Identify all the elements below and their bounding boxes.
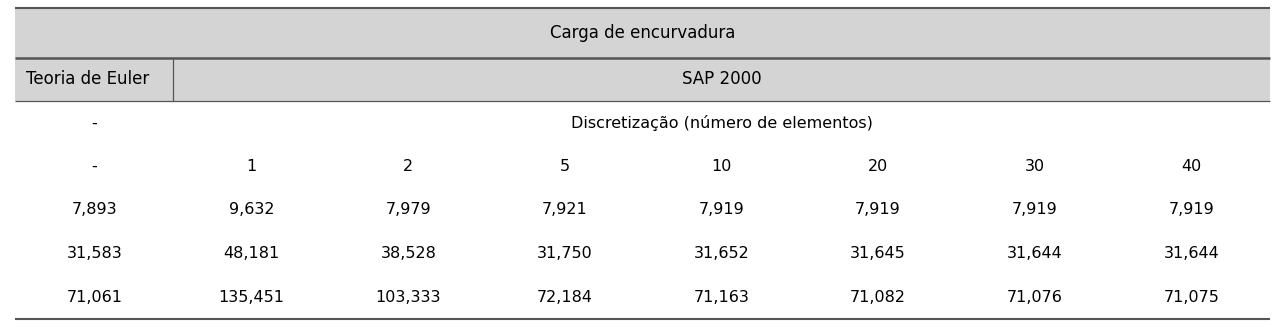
Text: 7,919: 7,919 xyxy=(1011,202,1058,217)
Text: 48,181: 48,181 xyxy=(224,246,280,261)
Text: 7,919: 7,919 xyxy=(699,202,744,217)
Text: 31,644: 31,644 xyxy=(1007,246,1063,261)
Text: 72,184: 72,184 xyxy=(537,290,592,305)
Bar xyxy=(15,101,1270,146)
Text: SAP 2000: SAP 2000 xyxy=(682,71,761,89)
Text: 30: 30 xyxy=(1024,159,1045,174)
Text: 38,528: 38,528 xyxy=(380,246,437,261)
Text: 7,919: 7,919 xyxy=(1168,202,1214,217)
Text: 2: 2 xyxy=(403,159,414,174)
Text: 103,333: 103,333 xyxy=(375,290,441,305)
Bar xyxy=(15,58,1270,101)
Text: 40: 40 xyxy=(1181,159,1201,174)
Bar xyxy=(15,146,1270,187)
Text: 7,893: 7,893 xyxy=(72,202,117,217)
Text: 71,082: 71,082 xyxy=(851,290,906,305)
Text: 7,921: 7,921 xyxy=(542,202,587,217)
Text: Carga de encurvadura: Carga de encurvadura xyxy=(550,24,735,42)
Text: 20: 20 xyxy=(867,159,888,174)
Bar xyxy=(15,8,1270,58)
Text: 31,645: 31,645 xyxy=(851,246,906,261)
Text: Teoria de Euler: Teoria de Euler xyxy=(26,71,149,89)
Text: 71,061: 71,061 xyxy=(67,290,122,305)
Text: Discretização (número de elementos): Discretização (número de elementos) xyxy=(571,115,873,131)
Text: 5: 5 xyxy=(560,159,571,174)
Text: 135,451: 135,451 xyxy=(218,290,285,305)
Text: 71,075: 71,075 xyxy=(1163,290,1219,305)
Bar xyxy=(15,187,1270,232)
Text: 10: 10 xyxy=(712,159,731,174)
Text: 71,076: 71,076 xyxy=(1006,290,1063,305)
Text: -: - xyxy=(91,116,98,131)
Text: 1: 1 xyxy=(247,159,257,174)
Text: 7,919: 7,919 xyxy=(856,202,901,217)
Bar xyxy=(15,232,1270,276)
Text: 31,750: 31,750 xyxy=(537,246,592,261)
Text: -: - xyxy=(91,159,98,174)
Text: 9,632: 9,632 xyxy=(229,202,275,217)
Text: 31,652: 31,652 xyxy=(694,246,749,261)
Text: 7,979: 7,979 xyxy=(386,202,432,217)
Text: 31,583: 31,583 xyxy=(67,246,122,261)
Text: 31,644: 31,644 xyxy=(1163,246,1219,261)
Text: 71,163: 71,163 xyxy=(694,290,749,305)
Bar xyxy=(15,276,1270,319)
